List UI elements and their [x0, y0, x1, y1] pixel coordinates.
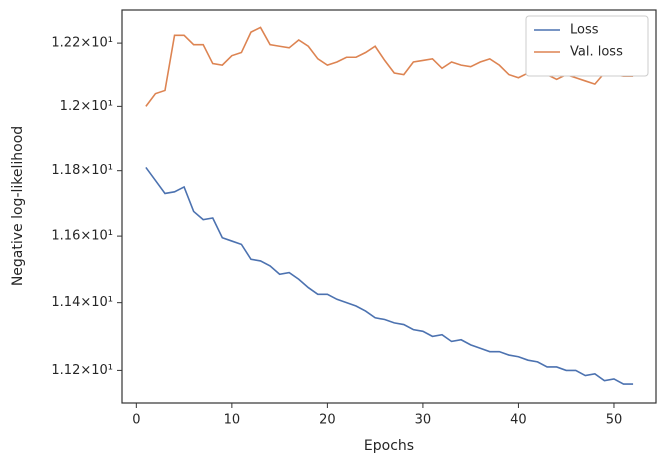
legend-box: [525, 15, 649, 77]
x-axis-label: Epochs: [364, 438, 414, 454]
y-tick-label: 1.2×10¹: [60, 99, 113, 114]
y-tick-label: 1.16×10¹: [51, 229, 113, 244]
plot-frame: [121, 9, 657, 404]
y-tick-label: 1.22×10¹: [51, 36, 113, 51]
y-tick-label: 1.12×10¹: [51, 363, 113, 378]
x-tick-label: 0: [132, 413, 140, 428]
x-tick-label: 40: [510, 413, 527, 428]
line: [145, 166, 634, 385]
legend-label: Val. loss: [570, 45, 623, 60]
x-tick-label: 20: [319, 413, 336, 428]
y-tick-label: 1.14×10¹: [51, 295, 113, 310]
x-tick-label: 50: [606, 413, 623, 428]
y-axis-label: Negative log-likelihood: [10, 126, 26, 286]
legend: Loss Val. loss: [525, 15, 649, 77]
x-tick-label: 10: [224, 413, 241, 428]
legend-label: Loss: [570, 23, 599, 38]
line: [145, 26, 634, 107]
y-tick-label: 1.18×10¹: [51, 163, 113, 178]
x-tick-label: 30: [415, 413, 432, 428]
